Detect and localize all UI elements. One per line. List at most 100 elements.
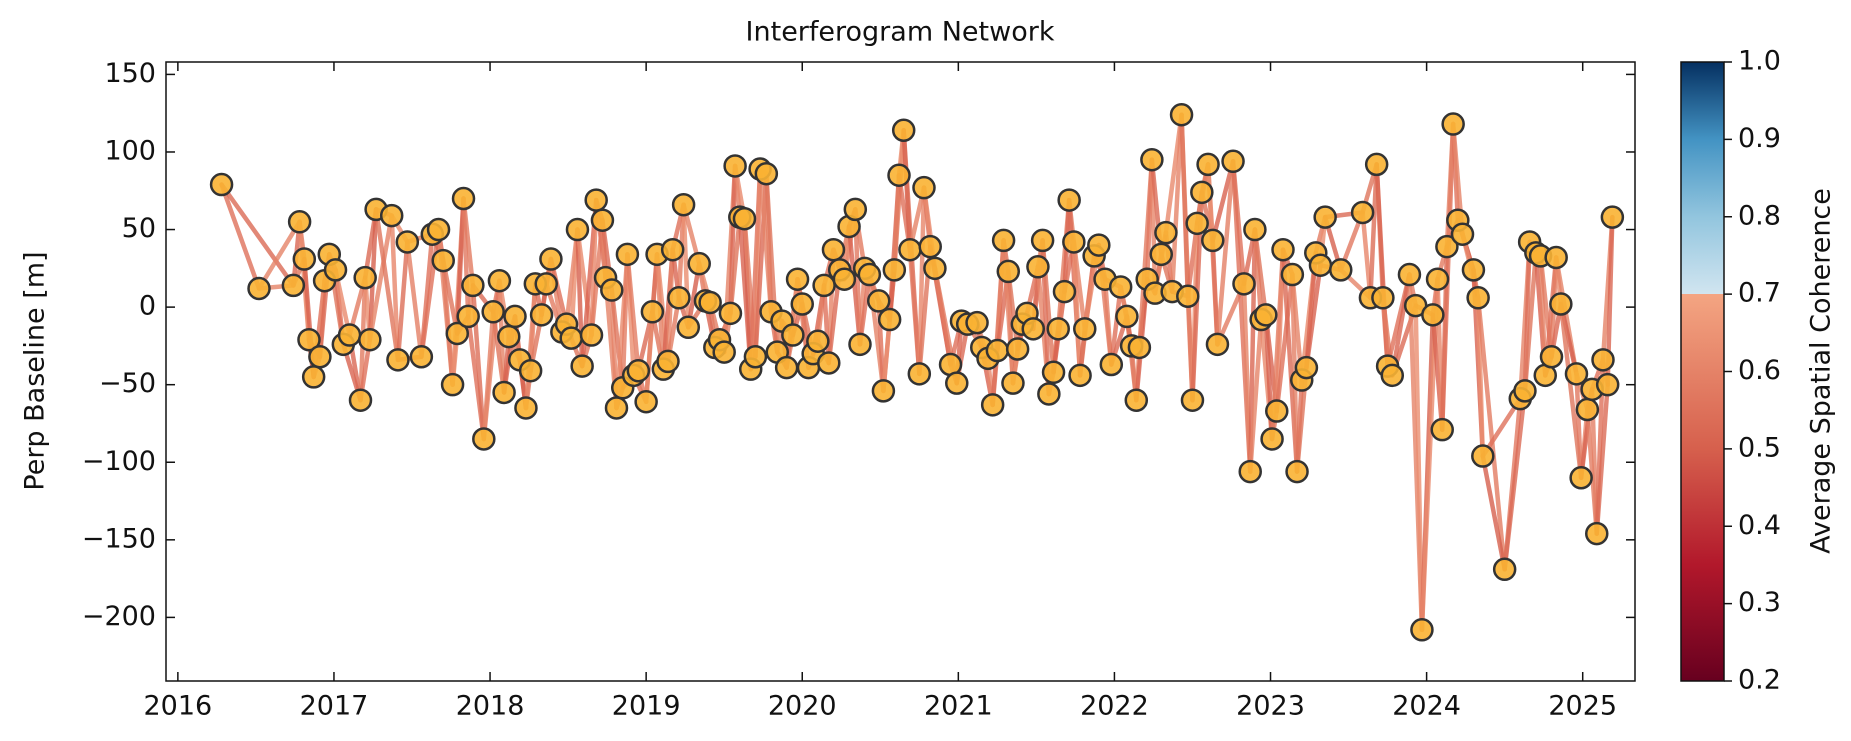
acquisition-node [308,345,332,369]
acquisition-node [656,349,680,374]
acquisition-node [281,273,306,298]
acquisition-node [1254,303,1278,327]
acquisition-node [1108,275,1133,299]
acquisition-node [1364,152,1389,177]
acquisition-node [579,323,604,347]
acquisition-node [1600,205,1625,229]
interferogram-edge [1594,382,1610,536]
acquisition-node [1441,112,1465,136]
colorbar-tick-label: 0.5 [1738,432,1781,463]
interferogram-edge [395,239,410,363]
acquisition-node [877,307,902,332]
acquisition-node [871,379,896,403]
acquisition-node [604,396,629,420]
acquisition-node [1068,363,1092,388]
acquisition-node [503,304,527,329]
interferogram-edge [419,227,441,360]
acquisition-node [1329,258,1353,282]
acquisition-node [660,237,685,262]
acquisition-node [806,329,830,353]
acquisition-node [891,118,916,143]
acquisition-node [1271,237,1295,262]
interferogram-edge [461,196,476,288]
acquisition-node [1176,284,1200,309]
acquisition-node [785,267,810,291]
acquisition-node [1435,234,1459,259]
acquisition-node [1569,466,1593,490]
acquisition-node [514,396,538,420]
acquisition-node [1397,262,1422,287]
acquisition-node [698,290,722,315]
interferogram-edge [1304,262,1323,370]
acquisition-node [1041,360,1066,385]
acquisition-node [1285,459,1309,484]
acquisition-node [1591,348,1615,372]
acquisition-node [348,388,373,412]
y-axis-label: Perp Baseline [m] [20,251,51,490]
acquisition-node [1425,267,1450,291]
acquisition-node [898,237,922,262]
acquisition-node [584,188,608,212]
colorbar-tick-label: 0.3 [1738,587,1781,618]
x-tick-label: 2024 [1392,691,1461,722]
acquisition-node [732,206,757,231]
interferogram-edge [405,239,424,360]
y-tick-label: −100 [82,446,156,477]
acquisition-node [1127,335,1152,360]
acquisition-node [445,321,470,346]
acquisition-node [1371,286,1395,310]
interferogram-edge [1252,227,1269,318]
acquisition-node [1313,205,1337,229]
acquisition-node [1430,417,1454,442]
acquisition-node [323,258,348,282]
acquisition-node [1196,152,1220,177]
acquisition-node [687,251,711,276]
colorbar-label: Average Spatial Coherence [1806,188,1837,554]
acquisition-node [1350,200,1375,225]
interferogram-edge [1109,284,1123,367]
x-tick-label: 2020 [768,691,837,722]
interferogram-edge [1480,453,1507,572]
interferogram-edge [728,214,743,316]
acquisition-node [817,351,841,375]
acquisition-node [337,323,362,347]
acquisition-node [518,358,543,383]
acquisition-node [821,237,846,262]
acquisition-node [301,365,326,389]
y-tick-label: 0 [139,291,156,322]
acquisition-node [456,304,480,329]
acquisition-node [1180,388,1205,412]
acquisition-node [1260,427,1284,451]
acquisition-node [1450,222,1475,246]
acquisition-node [1243,217,1267,242]
acquisition-node [1001,371,1025,395]
acquisition-node [497,324,521,349]
acquisition-node [832,267,857,291]
y-tick-label: −200 [82,601,156,632]
acquisition-node [481,300,505,324]
acquisition-node [386,348,410,372]
interferogram-edge [1413,303,1425,633]
interferogram-edge [1574,371,1584,481]
acquisition-node [440,372,465,397]
acquisition-node [1062,230,1086,254]
x-tick-label: 2022 [1080,691,1149,722]
acquisition-node [1294,355,1319,380]
colorbar-tick-label: 0.4 [1738,510,1781,541]
interferogram-edge [373,207,401,363]
acquisition-node [1073,317,1097,341]
x-tick-label: 2025 [1548,691,1617,722]
acquisition-node [1308,253,1333,277]
acquisition-node [1492,557,1517,582]
acquisition-node [1280,262,1305,287]
acquisition-node [866,289,891,313]
acquisition-node [1099,352,1124,377]
acquisition-node [487,268,512,293]
acquisition-node [565,217,590,242]
interferogram-edge [367,213,394,342]
colorbar [1680,61,1725,682]
interferogram-edge [1006,269,1020,352]
acquisition-node [1021,317,1046,341]
acquisition-node [1595,372,1620,397]
acquisition-node [472,427,496,451]
